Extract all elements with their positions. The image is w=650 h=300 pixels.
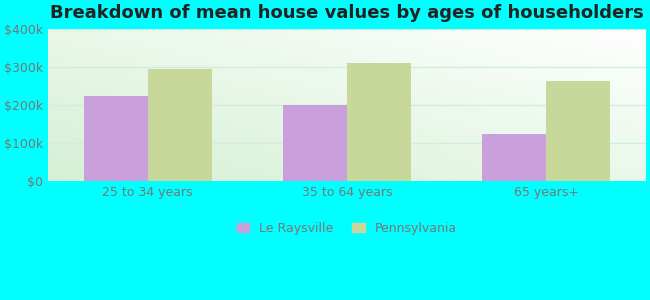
- Legend: Le Raysville, Pennsylvania: Le Raysville, Pennsylvania: [233, 218, 461, 238]
- Bar: [546, 80, 610, 181]
- Bar: [283, 105, 347, 181]
- Bar: [148, 69, 211, 181]
- Title: Breakdown of mean house values by ages of householders: Breakdown of mean house values by ages o…: [50, 4, 644, 22]
- Bar: [347, 63, 411, 181]
- Bar: [84, 96, 148, 181]
- Bar: [482, 134, 546, 181]
